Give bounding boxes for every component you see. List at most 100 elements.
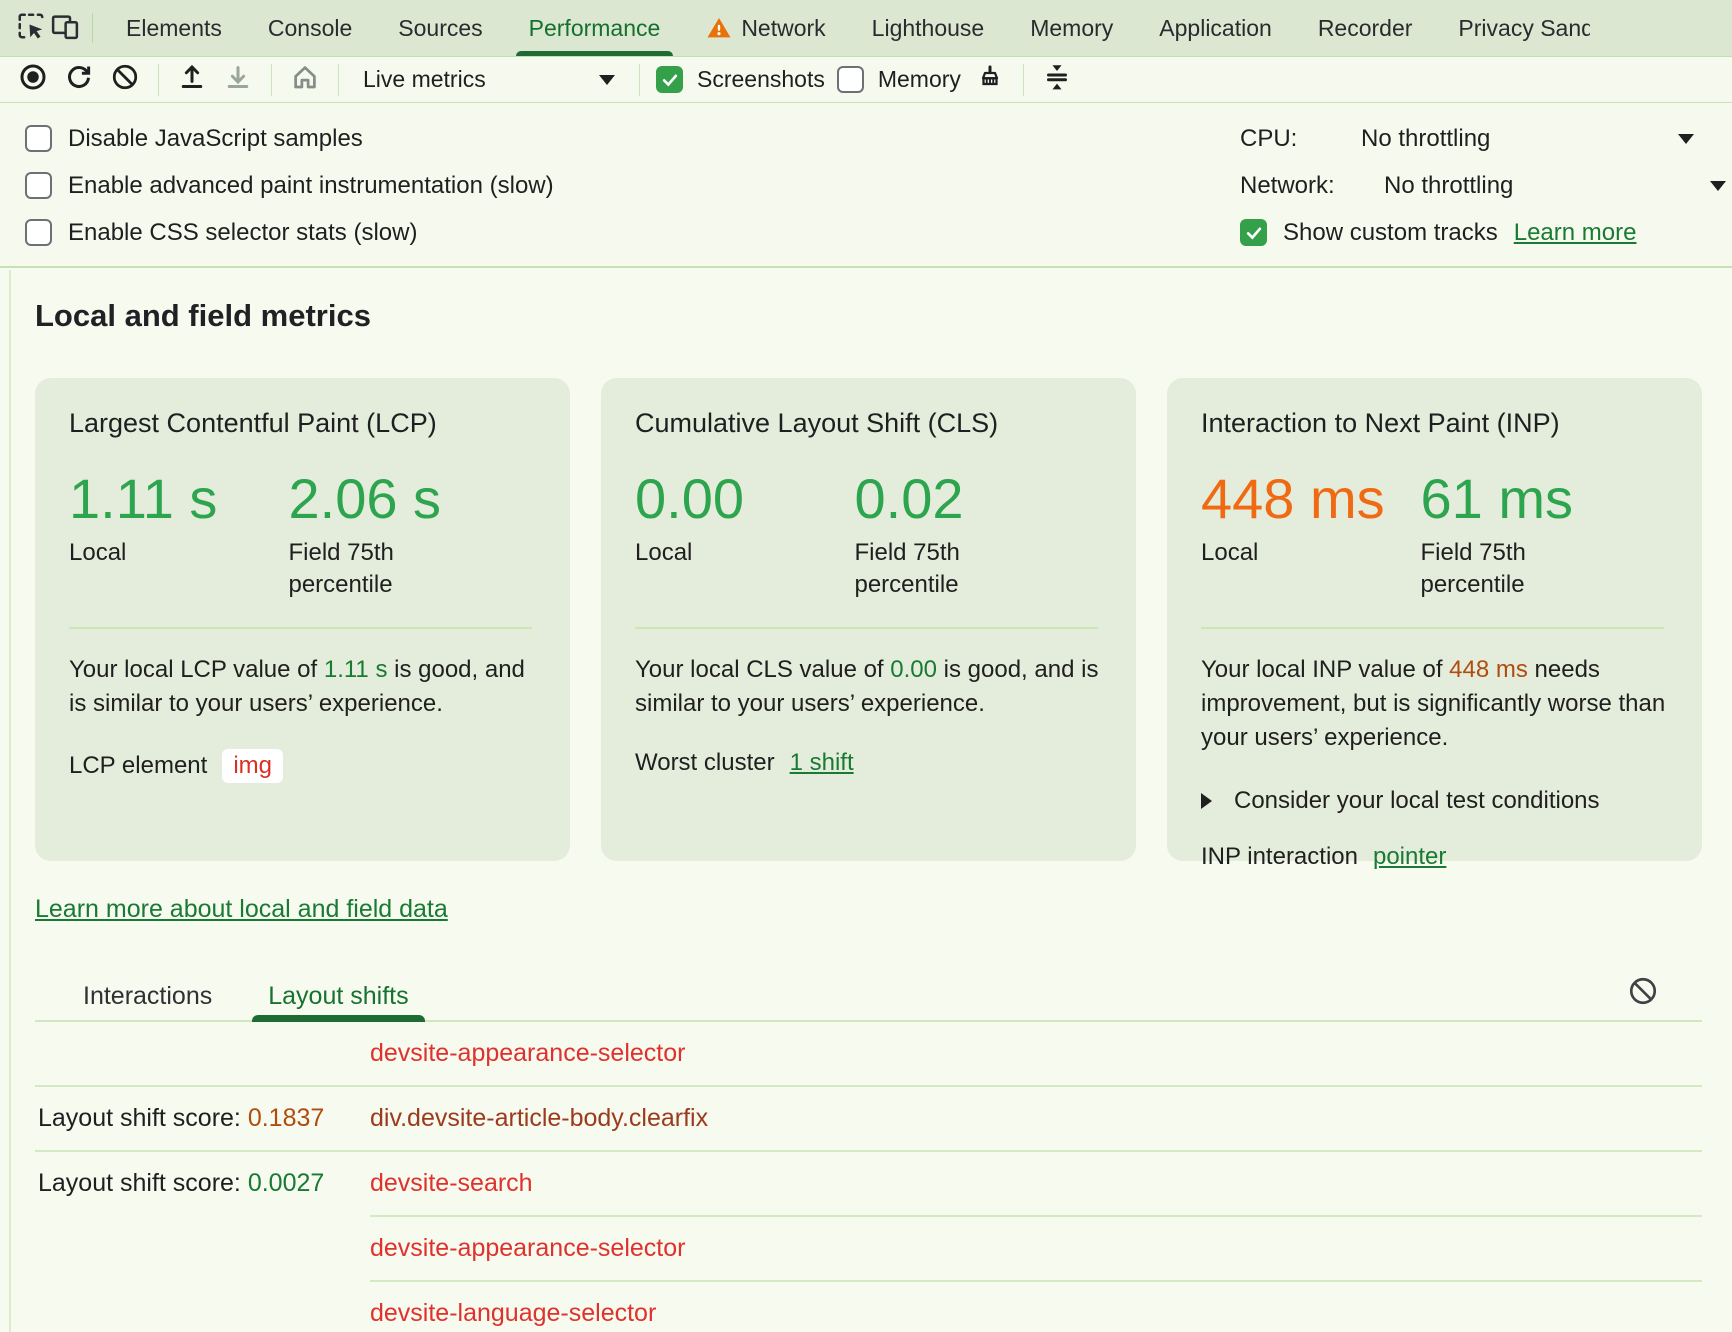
cpu-label: CPU: (1240, 124, 1298, 152)
css-selector-stats-checkbox[interactable] (25, 219, 52, 246)
shifted-element-link[interactable]: devsite-appearance-selector (370, 1039, 686, 1067)
metric-cards: Largest Contentful Paint (LCP) 1.11 s Lo… (35, 378, 1702, 870)
inspect-cursor-icon (16, 11, 46, 46)
card-divider (635, 627, 1098, 629)
layout-shift-row: devsite-appearance-selector (35, 1022, 1702, 1085)
disable-js-samples-checkbox[interactable] (25, 125, 52, 152)
advanced-paint-checkbox[interactable] (25, 172, 52, 199)
toolbar-divider (158, 63, 159, 96)
custom-tracks-label: Show custom tracks (1283, 218, 1498, 246)
tab-layout-shifts[interactable]: Layout shifts (240, 972, 436, 1022)
tab-lighthouse[interactable]: Lighthouse (849, 0, 1008, 56)
load-profile-button[interactable] (175, 63, 209, 97)
devtools-tab-bar: Elements Console Sources Performance Network… (0, 0, 1732, 57)
shifted-element-link[interactable]: devsite-language-selector (370, 1299, 657, 1327)
logs-tab-bar: Interactions Layout shifts (35, 972, 1702, 1022)
inp-interaction-label: INP interaction (1201, 843, 1358, 870)
tab-label: Memory (1030, 14, 1114, 41)
layout-shift-log: devsite-appearance-selector Layout shift … (35, 1022, 1702, 1332)
worst-cluster-link[interactable]: 1 shift (789, 749, 854, 776)
tab-label: Privacy Sandbox (1458, 14, 1590, 41)
shifted-element-link[interactable]: div.devsite-article-body.clearfix (370, 1104, 709, 1132)
tab-interactions[interactable]: Interactions (83, 981, 213, 1010)
collect-garbage-button[interactable] (973, 63, 1007, 97)
network-throttling-value: No throttling (1384, 171, 1514, 199)
disable-js-samples-row[interactable]: Disable JavaScript samples (25, 115, 1732, 162)
css-selector-stats-row[interactable]: Enable CSS selector stats (slow) (25, 209, 1732, 256)
tab-recorder[interactable]: Recorder (1295, 0, 1436, 56)
tab-console[interactable]: Console (245, 0, 375, 56)
screenshots-checkbox[interactable] (656, 66, 683, 93)
lcp-element-label: LCP element (69, 752, 208, 779)
cls-card: Cumulative Layout Shift (CLS) 0.00 Local… (601, 378, 1136, 861)
inspect-element-button[interactable] (14, 11, 48, 45)
custom-tracks-learn-more-link[interactable]: Learn more (1513, 218, 1637, 246)
tab-application[interactable]: Application (1136, 0, 1295, 56)
tab-label: Network (741, 14, 826, 41)
row-separator (35, 1085, 1702, 1087)
cpu-throttling-value: No throttling (1361, 124, 1491, 152)
clear-log-button[interactable] (1626, 976, 1660, 1010)
clear-button[interactable] (108, 63, 142, 97)
learn-more-field-data-link[interactable]: Learn more about local and field data (35, 895, 448, 923)
layout-shift-row: devsite-language-selector (35, 1282, 1702, 1332)
throttling-settings: CPU: No throttling Network: No throttlin… (1240, 115, 1732, 256)
lcp-card: Largest Contentful Paint (LCP) 1.11 s Lo… (35, 378, 570, 861)
inp-card: Interaction to Next Paint (INP) 448 ms L… (1167, 378, 1702, 870)
record-icon (18, 62, 48, 97)
warning-icon (706, 15, 732, 41)
advanced-paint-row[interactable]: Enable advanced paint instrumentation (s… (25, 162, 1732, 209)
collapse-sections-button[interactable] (1040, 63, 1074, 97)
record-and-reload-button[interactable] (62, 63, 96, 97)
home-button[interactable] (288, 63, 322, 97)
advanced-paint-label: Enable advanced paint instrumentation (s… (68, 171, 554, 199)
tab-privacy-sandbox[interactable]: Privacy Sandbox (1435, 0, 1590, 56)
tab-elements[interactable]: Elements (103, 0, 245, 56)
inp-local-label: Local (1201, 539, 1259, 566)
row-separator (370, 1215, 1702, 1217)
row-separator (370, 1280, 1702, 1282)
inp-inline-value: 448 ms (1449, 656, 1528, 683)
worst-cluster-label: Worst cluster (635, 749, 775, 776)
toggle-device-toolbar-button[interactable] (48, 11, 82, 45)
collapse-icon (1042, 62, 1072, 97)
expand-arrow-icon (1201, 793, 1212, 809)
shifted-element-link[interactable]: devsite-appearance-selector (370, 1234, 686, 1262)
custom-tracks-checkbox[interactable] (1240, 219, 1267, 246)
tab-label: Console (267, 14, 353, 41)
inp-card-title: Interaction to Next Paint (INP) (1201, 408, 1560, 438)
custom-tracks-row[interactable]: Show custom tracks Learn more (1240, 209, 1732, 256)
screenshots-checkbox-row[interactable]: Screenshots (656, 66, 825, 93)
shifted-element-link[interactable]: devsite-search (370, 1169, 533, 1197)
toolbar-divider (1022, 63, 1024, 96)
disable-js-samples-label: Disable JavaScript samples (68, 124, 363, 152)
tab-memory[interactable]: Memory (1007, 0, 1136, 56)
layout-shift-row: Layout shift score: 0.0027 devsite-search (35, 1152, 1702, 1215)
cls-local-value: 0.00 (635, 467, 744, 530)
upload-icon (177, 62, 207, 97)
memory-checkbox-row[interactable]: Memory (836, 66, 961, 93)
inp-interaction-link[interactable]: pointer (1372, 843, 1447, 870)
network-throttling-row[interactable]: Network: No throttling (1240, 162, 1732, 209)
consider-conditions-expander[interactable]: Consider your local test conditions (1201, 787, 1668, 815)
save-profile-button[interactable] (221, 63, 255, 97)
lcp-card-title: Largest Contentful Paint (LCP) (69, 408, 437, 438)
lcp-element-node-link[interactable]: img (222, 749, 283, 783)
card-divider (69, 627, 532, 629)
layout-shift-row: Layout shift score: 0.1837 div.devsite-ar… (35, 1087, 1702, 1150)
history-dropdown[interactable]: Live metrics (355, 66, 623, 93)
tab-label: Performance (528, 14, 661, 41)
toolbar-divider (639, 63, 640, 96)
record-button[interactable] (16, 63, 50, 97)
tab-network[interactable]: Network (683, 0, 848, 56)
tab-sources[interactable]: Sources (375, 0, 505, 56)
tab-label: Elements (126, 14, 222, 41)
home-icon (290, 62, 320, 97)
screenshots-label: Screenshots (697, 66, 825, 92)
memory-checkbox[interactable] (836, 66, 864, 93)
toolbar-divider (271, 63, 272, 96)
tab-performance[interactable]: Performance (506, 0, 684, 56)
tab-label: Application (1159, 14, 1272, 41)
cpu-throttling-row[interactable]: CPU: No throttling (1240, 115, 1732, 162)
